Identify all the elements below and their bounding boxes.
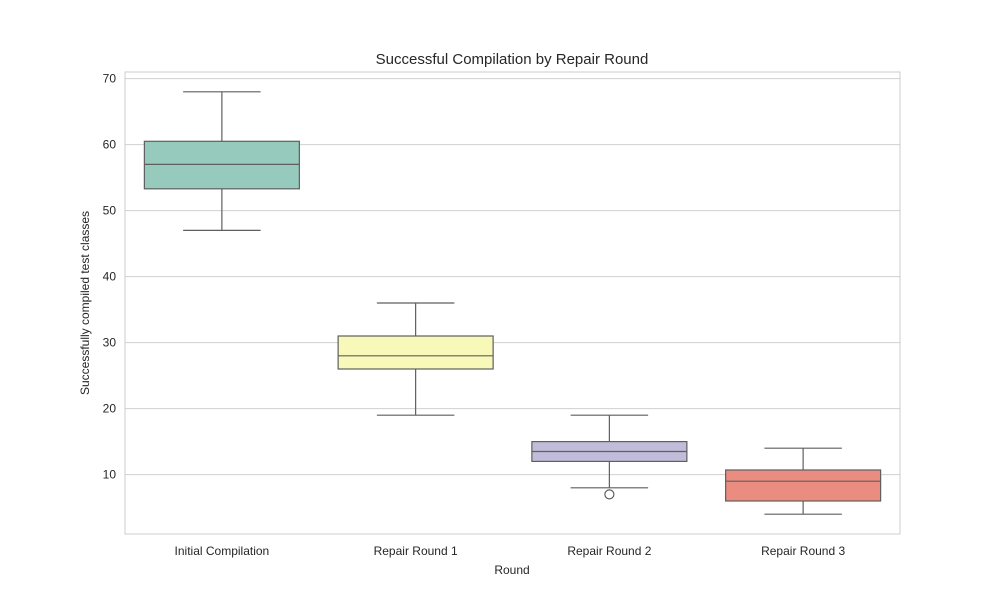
y-tick-label: 30 [103, 336, 117, 350]
chart-title: Successful Compilation by Repair Round [376, 51, 649, 68]
x-tick-label: Repair Round 2 [567, 544, 651, 558]
plot-area: 10 20 30 40 50 60 70 Initial Compilation Repair … [103, 71, 901, 558]
plot-frame [124, 71, 901, 535]
box [725, 469, 882, 502]
box [143, 140, 300, 190]
x-axis-label: Round [494, 563, 529, 577]
y-tick-label: 60 [103, 138, 117, 152]
y-tick-label: 70 [103, 72, 117, 86]
y-tick-label: 20 [103, 402, 117, 416]
box [337, 335, 494, 370]
outlier-point [604, 489, 615, 500]
y-tick-label: 40 [103, 270, 117, 284]
y-tick-label: 50 [103, 204, 117, 218]
y-tick-label: 10 [103, 468, 117, 482]
x-tick-label: Repair Round 1 [374, 544, 458, 558]
y-axis-label: Successfully compiled test classes [78, 211, 92, 395]
x-tick-label: Repair Round 3 [761, 544, 845, 558]
x-tick-label: Initial Compilation [175, 544, 270, 558]
